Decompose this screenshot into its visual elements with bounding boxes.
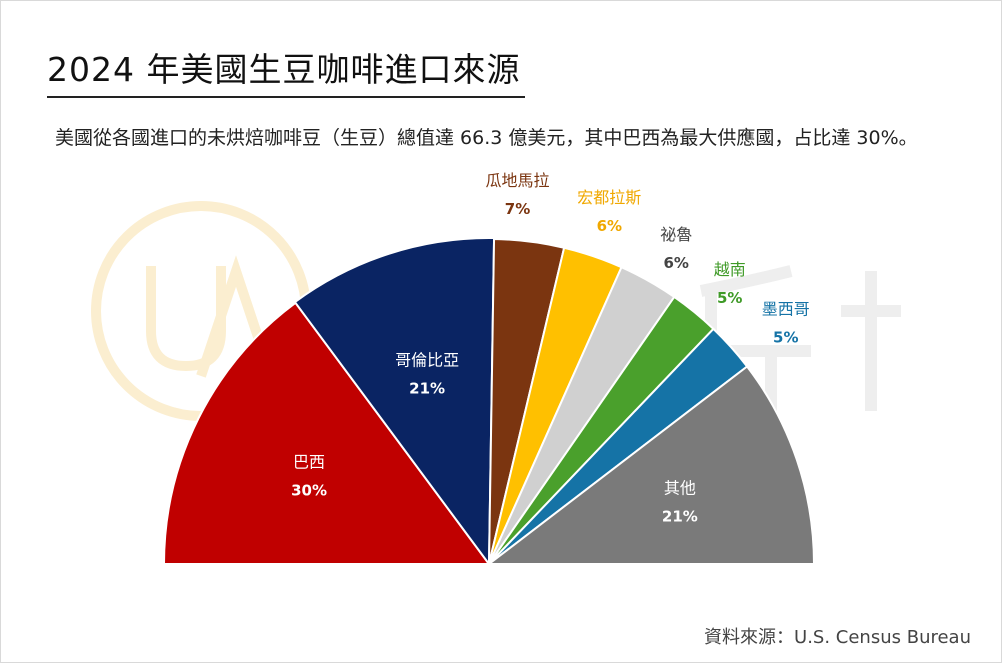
slice-value-4: 6% (597, 217, 622, 235)
pie-slice-8 (488, 365, 815, 565)
slice-label-2: 哥倫比亞 (395, 351, 459, 370)
pie-slice-1 (163, 301, 490, 565)
slice-label-3: 瓜地馬拉 (486, 171, 550, 190)
slice-value-8: 21% (662, 507, 698, 525)
slice-value-1: 30% (291, 481, 327, 499)
slice-value-5: 6% (663, 254, 688, 272)
title-underline (47, 96, 525, 98)
chart-title: 2024 年美國生豆咖啡進口來源 (47, 50, 521, 89)
slice-label-1: 巴西 (293, 452, 325, 471)
slice-value-7: 5% (773, 328, 798, 346)
slice-value-3: 7% (505, 200, 530, 218)
slice-label-4: 宏都拉斯 (577, 188, 641, 207)
slice-value-6: 5% (717, 289, 742, 307)
source-note: 資料來源：U.S. Census Bureau (704, 627, 971, 648)
chart-subtitle: 美國從各國進口的未烘焙咖啡豆（生豆）總值達 66.3 億美元，其中巴西為最大供應… (55, 127, 918, 149)
slice-label-8: 其他 (664, 478, 696, 497)
slice-label-5: 祕魯 (660, 225, 692, 244)
slice-value-2: 21% (409, 380, 445, 398)
slice-label-7: 墨西哥 (762, 299, 810, 318)
pie-slices (163, 237, 815, 565)
pie-slice-2 (293, 237, 496, 565)
pie-labels: 巴西 30% 哥倫比亞 21% 瓜地馬拉 7% 宏都拉斯 6% 祕魯 6% 越南 5% 墨西哥 5% 其他 2… (291, 171, 810, 525)
slice-label-6: 越南 (714, 260, 746, 279)
